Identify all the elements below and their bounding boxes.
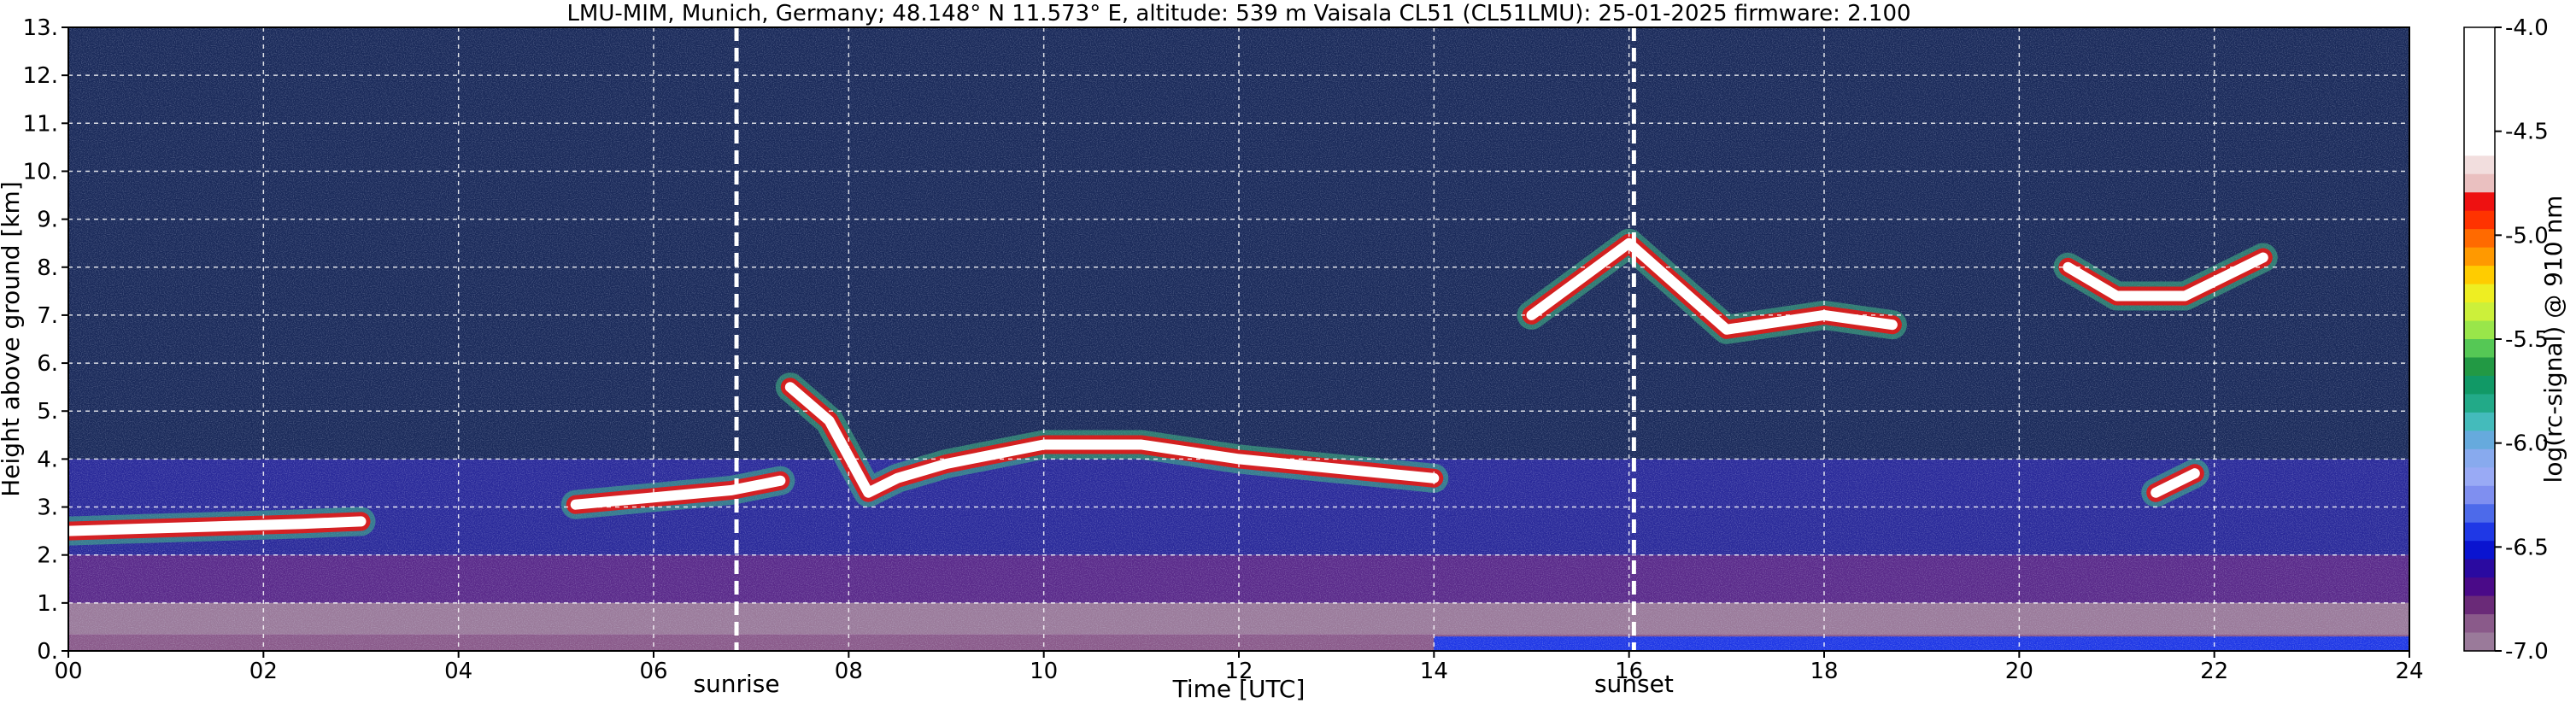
y-tick-label: 6. <box>37 351 58 377</box>
sun-marker-lines <box>734 27 1636 651</box>
colorbar-swatch <box>2464 82 2495 102</box>
y-tick-label: 2. <box>37 543 58 569</box>
y-tick-label: 11. <box>23 111 58 137</box>
x-tick-label: 14 <box>1420 659 1448 684</box>
y-tick-label: 12. <box>23 63 58 89</box>
x-tick-label: 12 <box>1224 659 1253 684</box>
y-axis-label: Height above ground [km] <box>0 181 25 497</box>
grid-lines <box>68 27 2409 651</box>
colorbar-swatch <box>2464 431 2495 450</box>
colorbar-swatch <box>2464 27 2495 47</box>
y-axis-ticks: 0. 1. 2. 3. 4. 5. 6. 7. 8. 9. 10. 11. 12. 13. <box>23 15 68 665</box>
colorbar-swatch <box>2464 339 2495 359</box>
colorbar-swatch <box>2464 448 2495 468</box>
cloud-cloud-dawn <box>570 475 786 510</box>
y-tick-label: 0. <box>37 639 58 665</box>
colorbar-swatch <box>2464 504 2495 524</box>
y-tick-label: 4. <box>37 447 58 472</box>
x-tick-label: 04 <box>444 659 472 684</box>
colorbar-swatch <box>2464 302 2495 322</box>
colorbar-swatch <box>2464 357 2495 377</box>
cloud-low-cloud-morning <box>68 516 367 536</box>
colorbar-tick-label: -4.0 <box>2505 15 2549 41</box>
colorbar-swatch <box>2464 155 2495 175</box>
colorbar-swatch <box>2464 412 2495 431</box>
colorbar-swatch <box>2464 192 2495 212</box>
x-axis-label: Time [UTC] <box>1172 675 1306 703</box>
colorbar-swatch <box>2464 595 2495 615</box>
colorbar-tick-label: -5.5 <box>2505 327 2549 353</box>
colorbar: -4.0 -4.5 -5.0 -5.5 -6.0 -6.5 -7.0 <box>2463 15 2549 665</box>
colorbar-swatch <box>2464 522 2495 542</box>
chart-title: LMU-MIM, Munich, Germany; 48.148° N 11.5… <box>566 1 1910 26</box>
colorbar-swatch <box>2464 266 2495 285</box>
x-axis-ticks: 00 02 04 06 08 10 12 14 16 18 20 22 24 <box>54 651 2424 684</box>
x-tick-label: 16 <box>1615 659 1643 684</box>
colorbar-swatch <box>2464 284 2495 303</box>
colorbar-swatch <box>2464 375 2495 396</box>
x-tick-label: 02 <box>249 659 278 684</box>
y-tick-label: 10. <box>23 159 58 185</box>
colorbar-tick-label: -6.5 <box>2505 535 2549 560</box>
cloud-cirrus-afternoon <box>1526 237 1898 335</box>
colorbar-swatch <box>2464 394 2495 413</box>
colorbar-tick-label: -4.5 <box>2505 120 2549 145</box>
y-tick-label: 13. <box>23 15 58 41</box>
y-tick-label: 5. <box>37 399 58 425</box>
y-tick-label: 1. <box>37 591 58 617</box>
colorbar-swatch <box>2464 485 2495 505</box>
colorbar-swatch <box>2464 614 2495 634</box>
marker-label-sunrise: sunrise <box>693 670 779 698</box>
x-tick-label: 00 <box>54 659 82 684</box>
marker-label-sunset: sunset <box>1594 670 1674 698</box>
colorbar-tick-label: -7.0 <box>2505 639 2549 665</box>
y-tick-label: 7. <box>37 303 58 329</box>
x-tick-label: 06 <box>639 659 667 684</box>
colorbar-swatch <box>2464 559 2495 578</box>
colorbar-label: log(rc-signal) @ 910 nm <box>2539 196 2567 483</box>
colorbar-swatch <box>2464 320 2495 340</box>
colorbar-swatch <box>2464 577 2495 597</box>
colorbar-swatch <box>2464 173 2495 193</box>
colorbar-swatch <box>2464 632 2495 652</box>
y-tick-label: 8. <box>37 255 58 281</box>
colorbar-swatch <box>2464 467 2495 487</box>
cloud-isolated-cloud-night <box>2151 468 2200 498</box>
colorbar-tick-label: -5.0 <box>2505 223 2549 249</box>
colorbar-tick-label: -6.0 <box>2505 431 2549 457</box>
x-tick-label: 18 <box>1810 659 1838 684</box>
colorbar-swatch <box>2464 100 2495 120</box>
sun-marker-labels: sunrise sunset <box>693 670 1673 698</box>
colorbar-swatch <box>2464 137 2495 156</box>
x-tick-label: 10 <box>1030 659 1058 684</box>
plot-area <box>68 27 2409 651</box>
x-tick-label: 24 <box>2395 659 2423 684</box>
colorbar-swatch <box>2464 229 2495 249</box>
colorbar-swatch <box>2464 247 2495 267</box>
colorbar-swatch <box>2464 63 2495 84</box>
colorbar-swatch <box>2464 119 2495 138</box>
y-tick-label: 3. <box>37 495 58 521</box>
y-tick-label: 9. <box>37 208 58 233</box>
x-tick-label: 20 <box>2005 659 2033 684</box>
x-tick-label: 08 <box>835 659 863 684</box>
x-tick-label: 22 <box>2200 659 2228 684</box>
colorbar-swatch <box>2464 45 2495 65</box>
colorbar-swatch <box>2464 541 2495 560</box>
colorbar-swatch <box>2464 210 2495 230</box>
cloud-cirrus-evening <box>2063 252 2268 302</box>
